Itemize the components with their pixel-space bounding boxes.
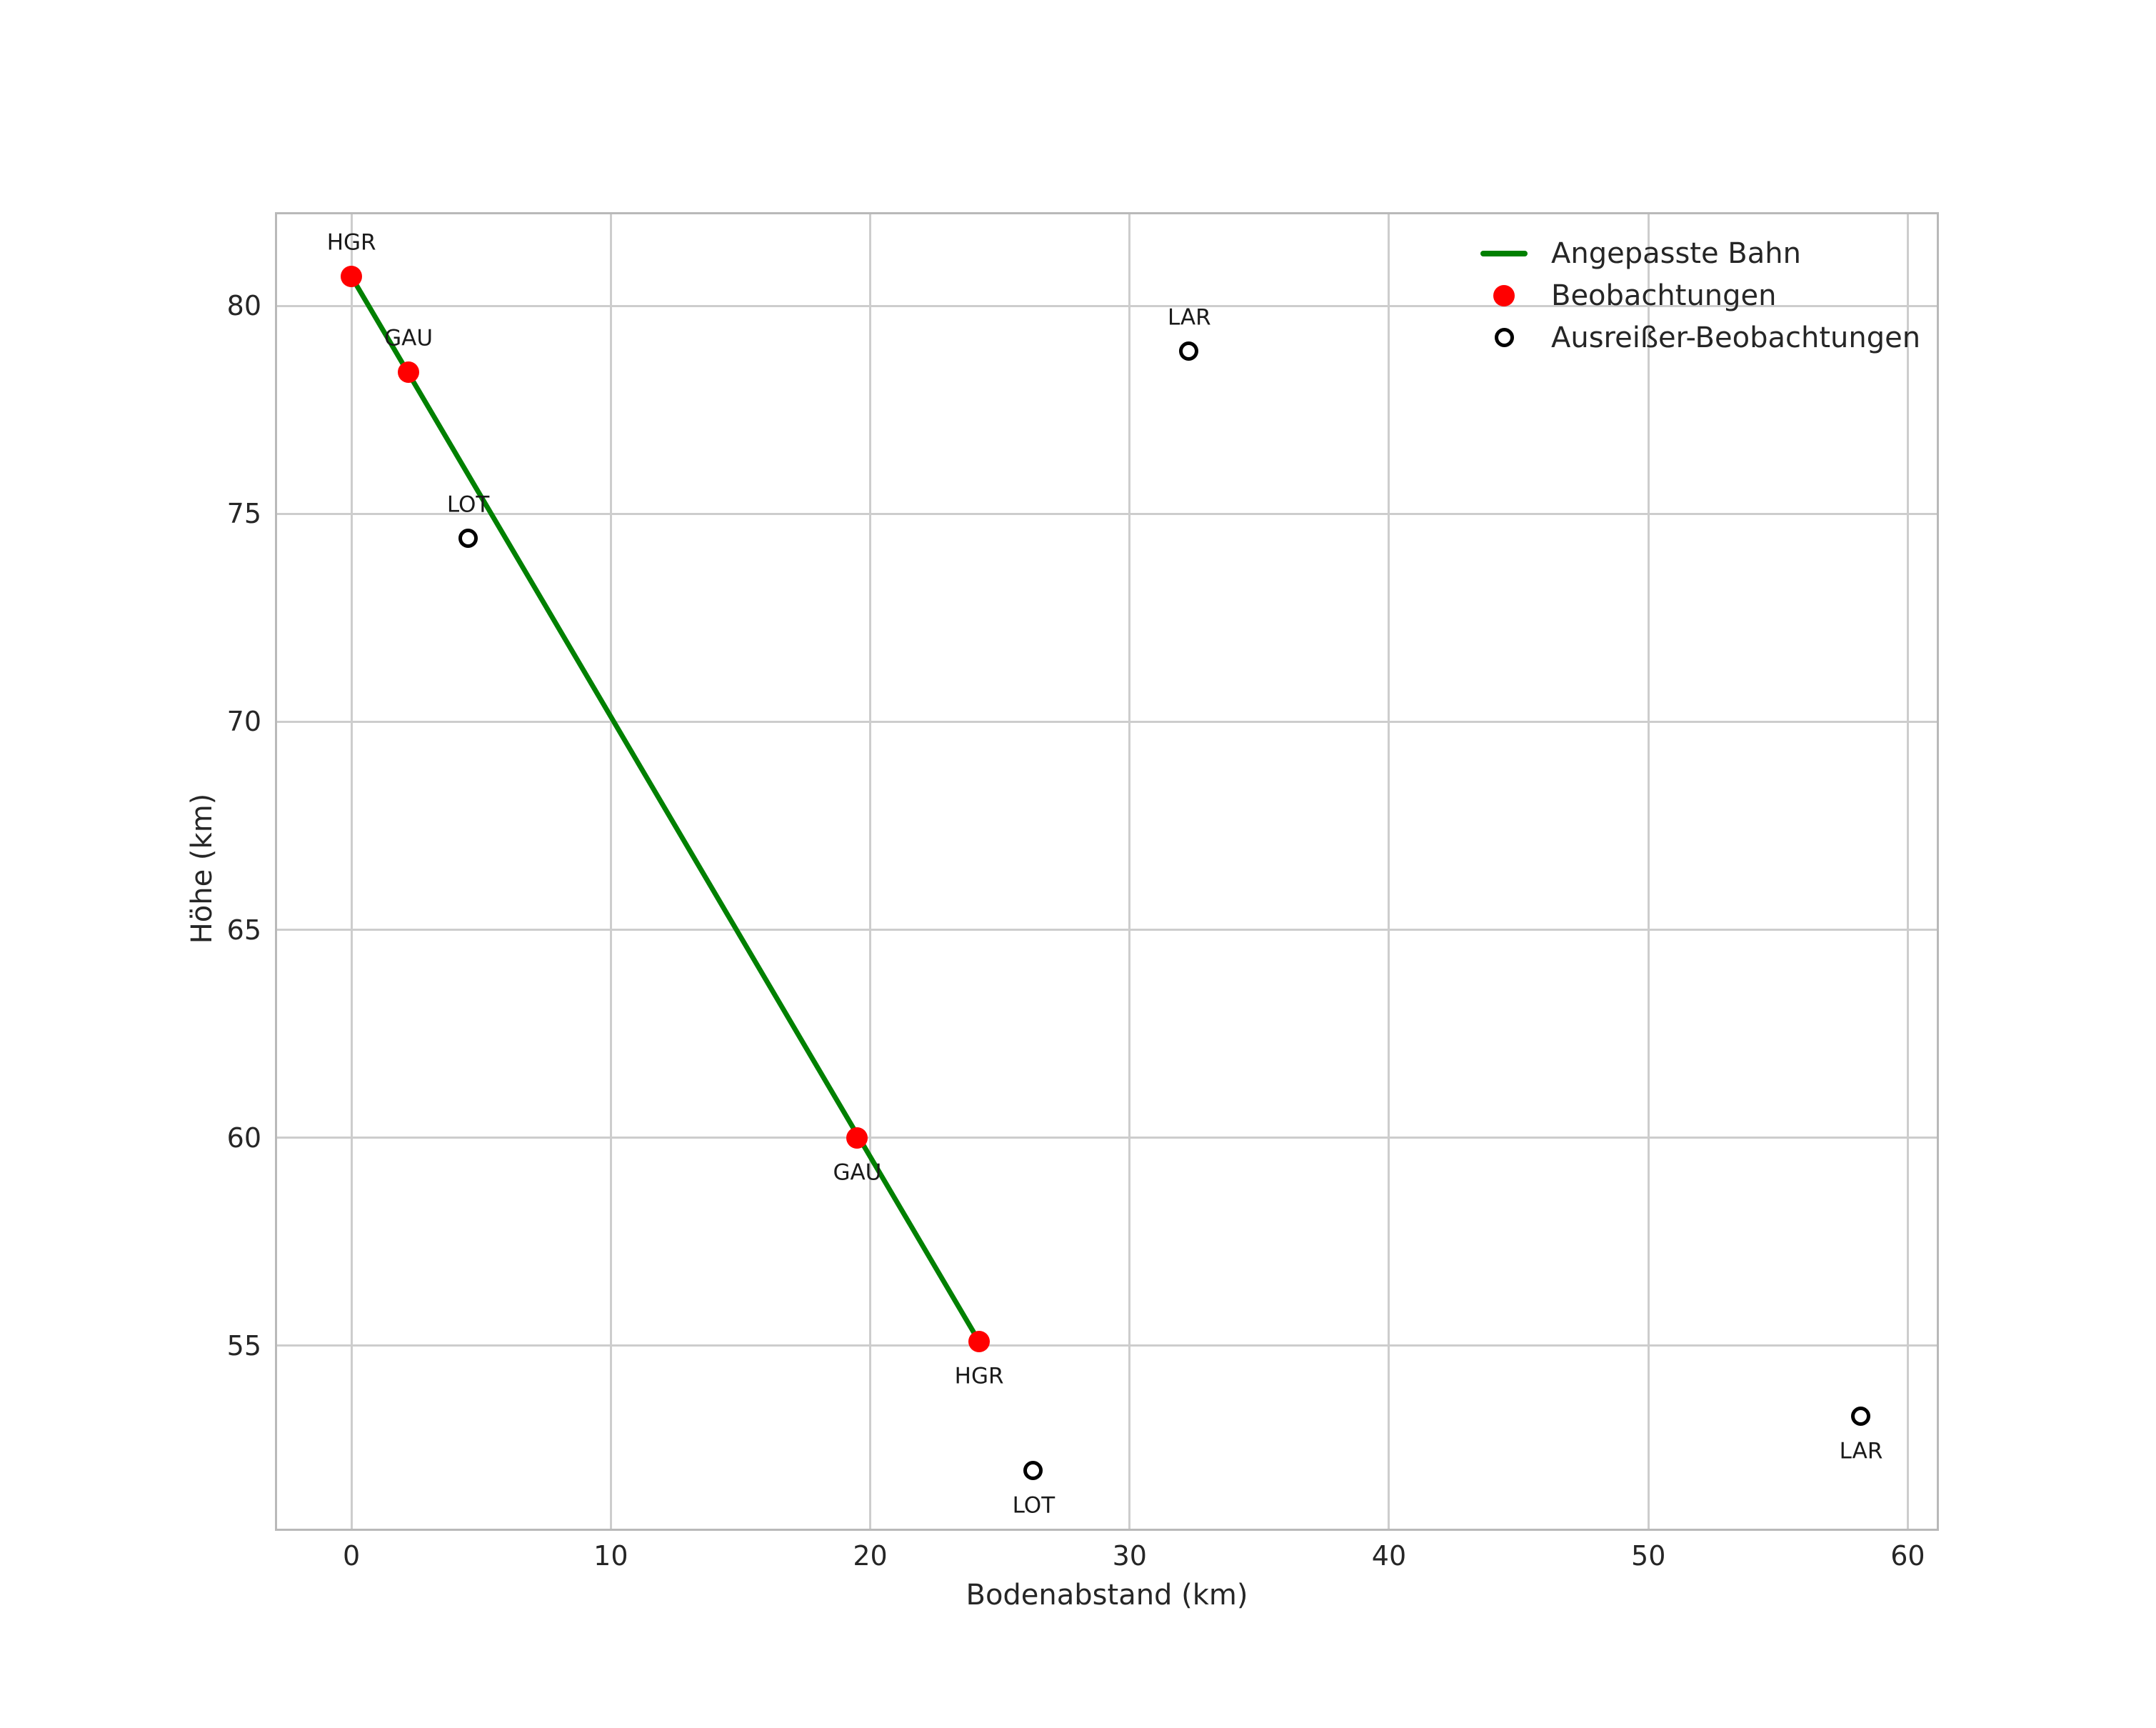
x-tick-label-20: 20 (853, 1540, 888, 1572)
gridline-y-55 (275, 1344, 1939, 1347)
legend-item-outliers: Ausreißer-Beobachtungen (1457, 316, 1920, 359)
legend-dot-swatch-box (1457, 284, 1551, 306)
open-circle-swatch-icon (1494, 328, 1514, 347)
point-label-LOT-10: LOT (446, 491, 490, 518)
gridline-x-0 (350, 212, 353, 1531)
y-tick-label-55: 55 (226, 1329, 261, 1362)
legend-item-observations: Beobachtungen (1457, 274, 1920, 316)
legend-label-observations: Beobachtungen (1551, 279, 1777, 312)
point-label-LAR-13: LAR (1839, 1438, 1883, 1464)
gridline-x-60 (1906, 212, 1909, 1531)
y-tick-label-65: 65 (226, 914, 261, 946)
x-tick-label-50: 50 (1631, 1540, 1666, 1572)
point-label-LOT-12: LOT (1012, 1492, 1056, 1519)
data-point-GAU-1 (398, 361, 420, 384)
gridline-x-10 (609, 212, 612, 1531)
y-tick-label-80: 80 (226, 290, 261, 322)
fitted-line-layer (349, 274, 982, 1344)
data-point-HGR-3 (968, 1331, 991, 1353)
data-point-GAU-2 (846, 1127, 868, 1149)
gridline-x-40 (1388, 212, 1390, 1531)
x-tick-label-40: 40 (1371, 1540, 1407, 1572)
y-tick-label-60: 60 (226, 1122, 261, 1154)
outlier-point-LAR-1 (1179, 341, 1199, 361)
outlier-point-LOT-2 (1023, 1460, 1043, 1480)
legend-item-fitted-line: Angepasste Bahn (1457, 232, 1920, 274)
point-label-GAU-01: GAU (384, 325, 433, 351)
gridline-y-65 (275, 929, 1939, 932)
gridline-x-50 (1647, 212, 1650, 1531)
outlier-point-LAR-3 (1851, 1406, 1871, 1426)
filled-dot-swatch-icon (1493, 284, 1515, 306)
fitted-line (349, 274, 982, 1344)
gridline-x-30 (1128, 212, 1131, 1531)
outlier-point-LOT-0 (458, 529, 478, 549)
x-axis-label: Bodenabstand (km) (966, 1579, 1248, 1612)
point-label-LAR-11: LAR (1167, 304, 1211, 331)
y-axis-label: Höhe (km) (186, 793, 219, 944)
x-tick-label-0: 0 (343, 1540, 361, 1572)
point-label-GAU-02: GAU (833, 1159, 882, 1186)
legend-circle-swatch-box (1457, 328, 1551, 347)
legend: Angepasste Bahn Beobachtungen Ausreißer-… (1457, 232, 1920, 359)
x-tick-label-60: 60 (1890, 1540, 1925, 1572)
legend-line-swatch-box (1457, 250, 1551, 256)
legend-label-outliers: Ausreißer-Beobachtungen (1551, 321, 1921, 354)
gridline-y-60 (275, 1137, 1939, 1139)
y-tick-label-70: 70 (226, 706, 261, 738)
legend-label-fitted-line: Angepasste Bahn (1551, 236, 1801, 270)
y-tick-label-75: 75 (226, 498, 261, 530)
gridline-y-75 (275, 512, 1939, 515)
point-label-HGR-03: HGR (954, 1363, 1004, 1389)
plot-area: HGR GAU GAU HGR LOT LAR LOT LAR (275, 212, 1939, 1531)
x-tick-label-30: 30 (1112, 1540, 1147, 1572)
gridline-y-80 (275, 304, 1939, 307)
data-point-HGR-0 (341, 266, 363, 288)
gridline-x-20 (869, 212, 872, 1531)
point-label-HGR-00: HGR (326, 229, 376, 256)
gridline-y-70 (275, 720, 1939, 723)
x-tick-label-10: 10 (593, 1540, 628, 1572)
line-swatch-icon (1480, 250, 1528, 256)
